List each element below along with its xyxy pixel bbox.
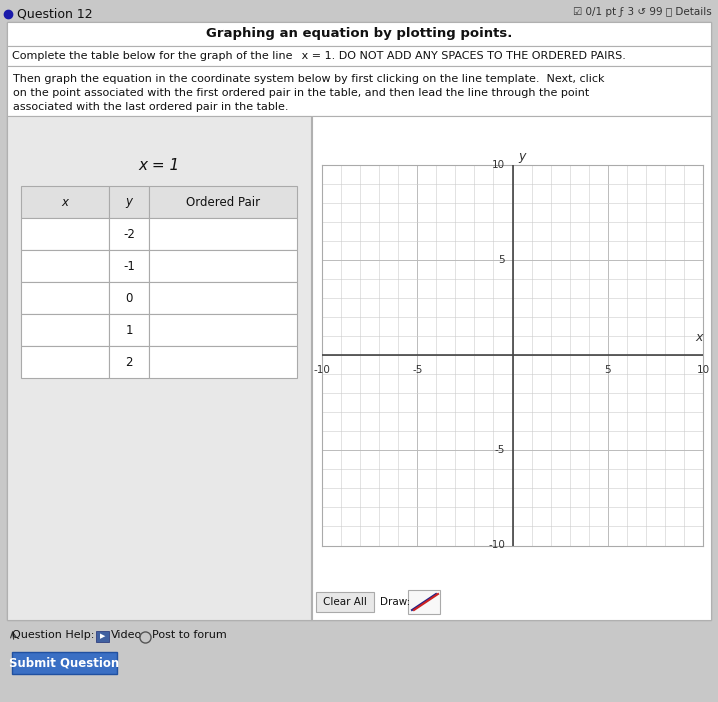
Text: Graphing an equation by plotting points.: Graphing an equation by plotting points. bbox=[206, 27, 512, 41]
Text: 10: 10 bbox=[492, 159, 505, 169]
Text: y: y bbox=[518, 150, 526, 163]
Bar bbox=[316, 592, 374, 612]
Text: -2: -2 bbox=[123, 227, 135, 241]
Text: associated with the last ordered pair in the table.: associated with the last ordered pair in… bbox=[13, 102, 289, 112]
Bar bbox=[21, 282, 109, 314]
Text: Ordered Pair: Ordered Pair bbox=[186, 195, 260, 208]
Text: -5: -5 bbox=[412, 364, 422, 375]
Text: x: x bbox=[62, 195, 68, 208]
Bar bbox=[21, 250, 109, 282]
Text: -5: -5 bbox=[495, 445, 505, 456]
Text: Video: Video bbox=[111, 630, 142, 640]
Bar bbox=[149, 218, 297, 250]
Text: Draw:: Draw: bbox=[380, 597, 410, 607]
Text: 0: 0 bbox=[126, 291, 133, 305]
Bar bbox=[7, 66, 711, 116]
Text: Post to forum: Post to forum bbox=[152, 630, 227, 640]
Text: Submit Question: Submit Question bbox=[9, 656, 119, 670]
Bar bbox=[109, 218, 149, 250]
Text: 5: 5 bbox=[605, 364, 611, 375]
Text: x: x bbox=[696, 331, 703, 343]
Bar bbox=[109, 186, 149, 218]
Bar bbox=[21, 218, 109, 250]
Bar bbox=[149, 186, 297, 218]
Bar bbox=[7, 116, 711, 620]
Text: y: y bbox=[126, 195, 133, 208]
Bar bbox=[149, 314, 297, 346]
Bar bbox=[7, 46, 711, 66]
Text: Question 12: Question 12 bbox=[17, 8, 93, 20]
Text: Question Help:: Question Help: bbox=[12, 630, 94, 640]
Bar bbox=[109, 250, 149, 282]
Bar bbox=[7, 116, 311, 620]
Text: 5: 5 bbox=[498, 255, 505, 265]
Bar bbox=[109, 314, 149, 346]
Bar bbox=[149, 282, 297, 314]
Bar bbox=[21, 186, 109, 218]
Bar bbox=[149, 346, 297, 378]
Bar bbox=[7, 22, 711, 46]
Text: on the point associated with the first ordered pair in the table, and then lead : on the point associated with the first o… bbox=[13, 88, 589, 98]
Text: -1: -1 bbox=[123, 260, 135, 272]
Bar bbox=[21, 346, 109, 378]
Bar bbox=[149, 250, 297, 282]
Text: 2: 2 bbox=[125, 355, 133, 369]
Text: x = 1: x = 1 bbox=[139, 159, 180, 173]
Text: Clear All: Clear All bbox=[323, 597, 367, 607]
Text: -10: -10 bbox=[314, 364, 330, 375]
Text: 10: 10 bbox=[696, 364, 709, 375]
Text: ▶: ▶ bbox=[100, 633, 106, 640]
Text: Then graph the equation in the coordinate system below by first clicking on the : Then graph the equation in the coordinat… bbox=[13, 74, 605, 84]
Bar bbox=[12, 652, 117, 674]
Bar bbox=[312, 116, 711, 620]
Text: 1: 1 bbox=[125, 324, 133, 336]
Bar bbox=[96, 631, 109, 642]
Text: -10: -10 bbox=[488, 541, 505, 550]
Bar bbox=[109, 282, 149, 314]
Bar bbox=[408, 590, 440, 614]
Bar bbox=[109, 346, 149, 378]
Bar bbox=[7, 22, 711, 620]
Text: ☑ 0/1 pt ϝ 3 ↺ 99 ⓘ Details: ☑ 0/1 pt ϝ 3 ↺ 99 ⓘ Details bbox=[573, 7, 712, 17]
Text: Complete the table below for the graph of the line  x = 1. DO NOT ADD ANY SPACES: Complete the table below for the graph o… bbox=[12, 51, 626, 61]
Bar bbox=[21, 314, 109, 346]
